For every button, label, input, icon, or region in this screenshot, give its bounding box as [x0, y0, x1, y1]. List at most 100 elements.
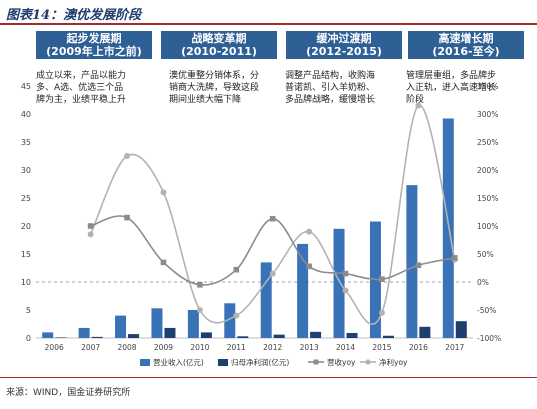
- phase-header: 缓冲过渡期 (2012-2015): [286, 31, 402, 59]
- phase-title: 缓冲过渡期: [316, 32, 372, 45]
- revenue-bar: [187, 310, 199, 338]
- x-tick-label: 2017: [445, 343, 464, 352]
- profit-yoy-line: [89, 104, 456, 325]
- x-tick-label: 2009: [154, 343, 173, 352]
- profit-bar: [164, 327, 176, 338]
- profit-yoy-point: [269, 270, 276, 277]
- x-tick-label: 2015: [372, 343, 391, 352]
- left-tick-label: 20: [21, 222, 31, 231]
- phase-description-line: 成立以来，产品以能力: [36, 71, 127, 81]
- phase-description: 管理层重组，多品牌步 入正轨，进入高速增长 阶段: [406, 70, 496, 106]
- legend-label: 营收yoy: [327, 357, 356, 367]
- x-tick-label: 2008: [117, 343, 136, 352]
- phase-description-line: 牌为主，业绩平稳上升: [36, 95, 127, 105]
- revenue-yoy-point: [342, 270, 349, 277]
- revenue-bar: [151, 308, 163, 338]
- profit-bar: [419, 326, 431, 338]
- profit-bar: [455, 321, 467, 338]
- left-tick-label: 15: [21, 250, 31, 259]
- right-tick-label: 0%: [477, 278, 489, 287]
- profit-bar: [273, 334, 285, 338]
- title-rule: [0, 23, 537, 25]
- bottom-rule: [0, 377, 537, 378]
- legend-marker: [365, 359, 371, 365]
- phase-header: 起步发展期 (2009年上市之前): [36, 31, 152, 59]
- revenue-yoy-point: [160, 259, 167, 266]
- profit-bar: [382, 335, 394, 338]
- profit-yoy-point: [306, 228, 313, 235]
- revenue-yoy-point: [451, 255, 458, 261]
- title-bar: 图表14：澳优发展阶段: [0, 0, 537, 25]
- legend-label: 归母净利润(亿元): [231, 357, 289, 367]
- revenue-bar: [406, 185, 418, 338]
- revenue-bar: [333, 228, 345, 338]
- right-tick-label: 100%: [477, 222, 498, 231]
- revenue-yoy-point: [306, 263, 312, 270]
- revenue-bar: [260, 262, 272, 338]
- right-tick-label: 150%: [477, 194, 498, 203]
- revenue-yoy-point: [233, 266, 240, 273]
- phase-description-line: 普诺凯、引入羊奶粉、: [285, 83, 376, 93]
- profit-bar: [200, 332, 212, 338]
- profit-bar: [310, 331, 322, 338]
- revenue-bar: [224, 303, 236, 338]
- x-tick-label: 2016: [409, 343, 428, 352]
- legend-marker: [313, 359, 319, 365]
- revenue-bar: [78, 327, 90, 338]
- phase-header: 高速增长期 (2016-至今): [408, 31, 524, 59]
- right-tick-label: 50%: [477, 250, 494, 259]
- right-tick-label: -50%: [477, 306, 496, 315]
- x-tick-label: 2007: [81, 343, 100, 352]
- phase-description-line: 期间业绩大幅下降: [169, 95, 242, 105]
- left-tick-label: 5: [26, 306, 31, 315]
- profit-yoy-point: [415, 102, 422, 109]
- phase-description-line: 多、A选、优选三个品: [36, 83, 124, 93]
- phase-description-line: 销商大洗牌，导致这段: [169, 83, 260, 93]
- right-tick-label: 300%: [477, 110, 498, 119]
- phase-period: (2012-2015): [306, 45, 382, 58]
- phase-description-line: 澳优重整分销体系，分: [169, 71, 260, 81]
- left-tick-label: 0: [26, 334, 31, 343]
- phase-description-line: 多品牌战略，缓慢增长: [285, 95, 376, 105]
- profit-yoy-point: [342, 287, 349, 294]
- revenue-yoy-point: [379, 276, 385, 282]
- right-tick-label: 200%: [477, 166, 498, 175]
- left-tick-label: 10: [21, 278, 31, 287]
- legend-label: 营业收入(亿元): [153, 357, 204, 367]
- profit-yoy-point: [160, 189, 167, 196]
- phase-description-line: 阶段: [406, 95, 425, 105]
- left-tick-label: 25: [21, 194, 31, 203]
- phase-title: 战略变革期: [191, 32, 247, 45]
- profit-yoy-point: [378, 309, 385, 316]
- phase-description: 成立以来，产品以能力 多、A选、优选三个品 牌为主，业绩平稳上升: [36, 70, 126, 106]
- x-tick-label: 2014: [336, 343, 355, 352]
- phase-description-line: 入正轨，进入高速增长: [406, 83, 497, 93]
- profit-yoy-point: [87, 231, 94, 238]
- phase-header: 战略变革期 (2010-2011): [161, 31, 277, 59]
- legend-swatch: [140, 359, 150, 366]
- legend-label: 净利yoy: [379, 357, 408, 367]
- right-tick-label: 250%: [477, 138, 498, 147]
- profit-yoy-point: [196, 307, 203, 313]
- left-tick-label: 35: [21, 138, 31, 147]
- phase-description-line: 管理层重组，多品牌步: [406, 71, 497, 81]
- profit-yoy-point: [124, 153, 131, 159]
- phase-description: 澳优重整分销体系，分 销商大洗牌，导致这段 期间业绩大幅下降: [169, 70, 259, 106]
- profit-bar: [55, 337, 67, 338]
- figure-title: 图表14：澳优发展阶段: [6, 8, 142, 23]
- right-tick-label: -100%: [477, 334, 501, 343]
- legend-swatch: [218, 359, 228, 366]
- x-tick-label: 2010: [190, 343, 209, 352]
- phase-title: 起步发展期: [66, 32, 122, 45]
- revenue-bar: [115, 315, 127, 338]
- phase-period: (2010-2011): [181, 45, 257, 58]
- profit-yoy-point: [233, 312, 240, 319]
- profit-bar: [91, 336, 103, 338]
- revenue-bar: [297, 243, 309, 338]
- x-tick-label: 2013: [300, 343, 319, 352]
- left-tick-label: 40: [21, 110, 31, 119]
- revenue-yoy-point: [197, 282, 203, 288]
- x-tick-label: 2011: [227, 343, 246, 352]
- revenue-yoy-point: [87, 223, 94, 229]
- revenue-bar: [42, 332, 54, 338]
